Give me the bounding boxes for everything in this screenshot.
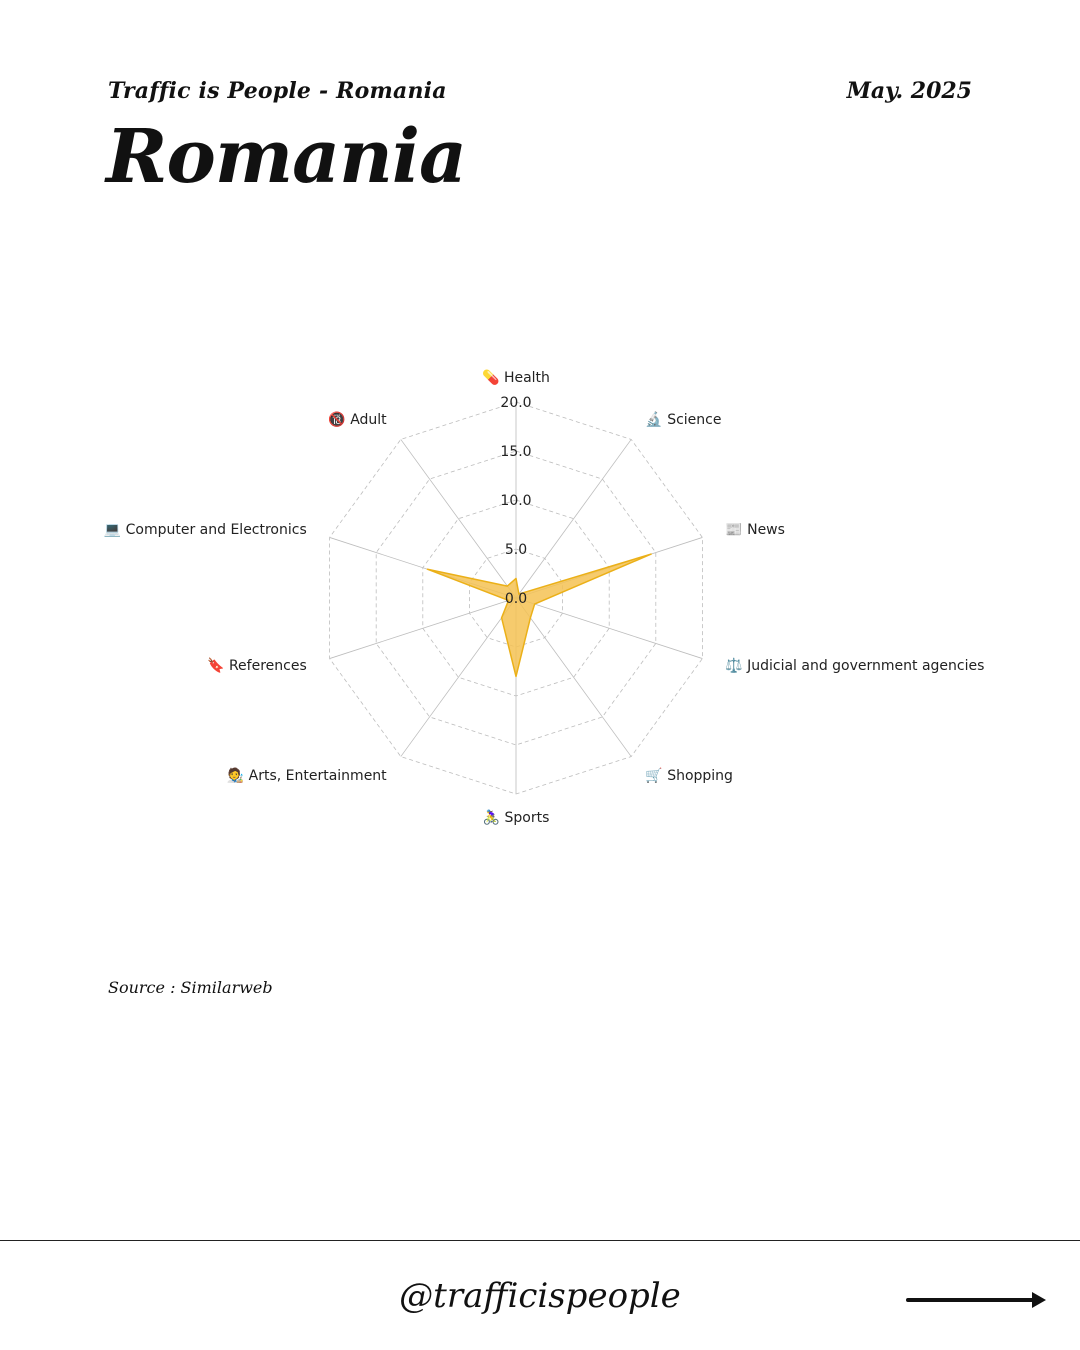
grid-spoke: [515, 597, 703, 659]
tick-label: 0.0: [505, 591, 527, 607]
axis-label: 🧑‍🎨 Arts, Entertainment: [227, 766, 387, 784]
grid-ring: [375, 450, 657, 746]
tick-label: 20.0: [500, 395, 531, 411]
grid-spoke: [515, 439, 632, 599]
grid-spoke: [329, 597, 517, 659]
tick-label: 15.0: [500, 444, 531, 460]
axis-label: 🔞 Adult: [328, 411, 387, 428]
report-date: May. 2025: [846, 78, 972, 104]
axis-label: 🛒 Shopping: [645, 767, 733, 784]
tick-label: 10.0: [500, 493, 531, 509]
radar-axis-labels: 💊 Health 🔬 Science 📰 News ⚖️ Judicial and g…: [104, 368, 985, 826]
axis-label: 📰 News: [725, 522, 785, 538]
axis-label: 💊 Health: [482, 368, 550, 386]
axis-label: ⚖️ Judicial and government agencies: [725, 657, 984, 674]
arrow-right-icon[interactable]: [906, 1288, 1048, 1312]
radar-tick-labels: 0.0 5.0 10.0 15.0 20.0: [500, 395, 531, 607]
grid-spoke: [515, 597, 632, 757]
grid-ring: [468, 548, 564, 648]
page-title: Romania: [106, 114, 467, 200]
source-note: Source : Similarweb: [108, 978, 273, 997]
grid-spoke: [400, 597, 517, 757]
radar-data: [426, 553, 652, 678]
grid-spoke: [400, 439, 517, 599]
footer-divider: [0, 1240, 1080, 1241]
axis-label: 💻 Computer and Electronics: [104, 522, 307, 538]
data-area: [426, 553, 652, 678]
axis-label: 🔖 References: [207, 657, 307, 674]
radar-chart: 💊 Health 🔬 Science 📰 News ⚖️ Judicial and g…: [104, 368, 985, 826]
axis-label: 🚴‍♀️ Sports: [483, 809, 550, 826]
axis-label: 🔬 Science: [645, 410, 721, 428]
tick-label: 5.0: [505, 542, 527, 558]
series-title: Traffic is People - Romania: [108, 78, 447, 104]
social-handle: @trafficispeople: [399, 1276, 681, 1316]
